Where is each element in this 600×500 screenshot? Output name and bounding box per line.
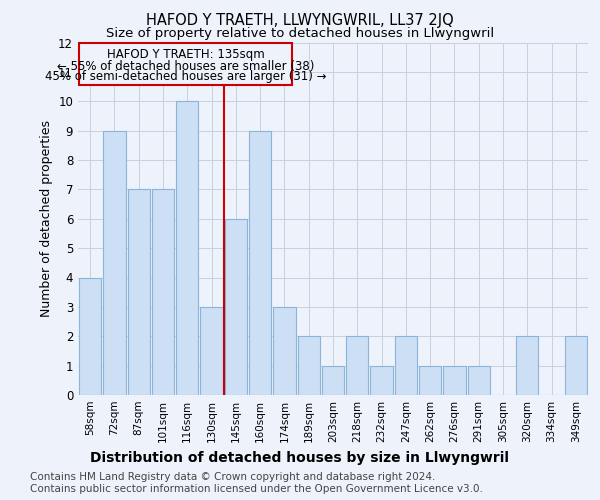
Bar xyxy=(467,366,490,395)
Bar xyxy=(443,366,466,395)
Text: HAFOD Y TRAETH: 135sqm: HAFOD Y TRAETH: 135sqm xyxy=(107,48,265,61)
Text: Size of property relative to detached houses in Llwyngwril: Size of property relative to detached ho… xyxy=(106,28,494,40)
Bar xyxy=(273,307,296,395)
Text: Contains HM Land Registry data © Crown copyright and database right 2024.
Contai: Contains HM Land Registry data © Crown c… xyxy=(30,472,483,494)
Text: ← 55% of detached houses are smaller (38): ← 55% of detached houses are smaller (38… xyxy=(57,60,314,72)
Bar xyxy=(565,336,587,395)
Text: Distribution of detached houses by size in Llwyngwril: Distribution of detached houses by size … xyxy=(91,451,509,465)
Bar xyxy=(103,130,125,395)
Bar xyxy=(395,336,417,395)
Bar xyxy=(224,219,247,395)
Bar xyxy=(298,336,320,395)
Bar xyxy=(322,366,344,395)
Bar xyxy=(516,336,538,395)
Bar xyxy=(419,366,442,395)
Bar xyxy=(79,278,101,395)
Y-axis label: Number of detached properties: Number of detached properties xyxy=(40,120,53,318)
Text: 45% of semi-detached houses are larger (31) →: 45% of semi-detached houses are larger (… xyxy=(45,70,326,84)
Bar xyxy=(152,190,174,395)
Bar xyxy=(249,130,271,395)
Bar xyxy=(128,190,150,395)
Bar xyxy=(200,307,223,395)
Bar xyxy=(346,336,368,395)
FancyBboxPatch shape xyxy=(79,42,292,85)
Text: HAFOD Y TRAETH, LLWYNGWRIL, LL37 2JQ: HAFOD Y TRAETH, LLWYNGWRIL, LL37 2JQ xyxy=(146,12,454,28)
Bar xyxy=(176,101,199,395)
Bar xyxy=(370,366,393,395)
